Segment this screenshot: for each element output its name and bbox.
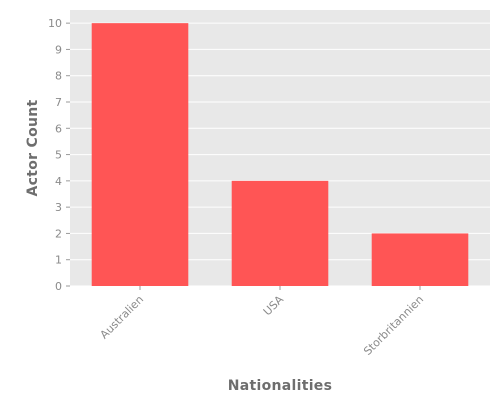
x-axis-title: Nationalities: [228, 378, 333, 394]
y-axis-ticks: 0 1 2 3 4 5 6 7 8 9 10: [48, 17, 70, 293]
bar-australien: [91, 23, 189, 287]
y-tick-label: 8: [55, 70, 62, 83]
y-tick-label: 3: [55, 201, 62, 214]
y-tick-label: 6: [55, 122, 62, 135]
y-axis-title: Actor Count: [25, 99, 41, 196]
y-tick-label: 5: [55, 149, 62, 162]
y-tick-label: 4: [55, 175, 62, 188]
x-tick-label: Storbritannien: [361, 293, 426, 358]
bar-usa: [231, 180, 329, 286]
bars: [91, 23, 469, 287]
x-tick-label: Australien: [98, 293, 147, 342]
y-tick-label: 1: [55, 254, 62, 267]
x-tick-label: USA: [261, 293, 287, 319]
bar-storbritannien: [371, 233, 469, 286]
y-tick-label: 10: [48, 17, 62, 30]
y-tick-label: 0: [55, 280, 62, 293]
x-axis-ticks: Australien USA Storbritannien: [98, 286, 426, 358]
y-tick-label: 7: [55, 96, 62, 109]
y-tick-label: 2: [55, 227, 62, 240]
y-tick-label: 9: [55, 43, 62, 56]
